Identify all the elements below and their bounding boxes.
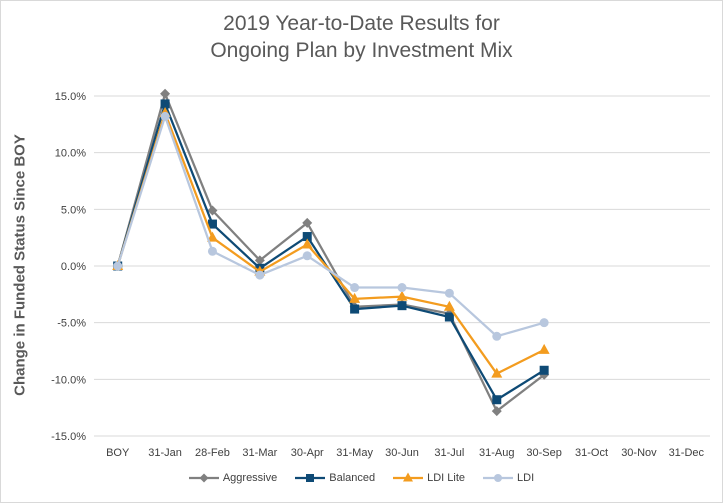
x-tick-label: 30-Sep [526, 447, 561, 459]
y-tick-label: -5.0% [57, 318, 86, 330]
y-tick-label: 15.0% [55, 91, 86, 103]
x-tick-label: 31-Oct [575, 447, 608, 459]
data-point-ldi-lite [301, 238, 313, 249]
data-point-ldi-lite [538, 343, 550, 354]
data-point-ldi-lite [443, 300, 455, 311]
data-point-ldi-lite [396, 290, 408, 301]
x-tick-label: 30-Jun [385, 447, 419, 459]
data-point-balanced [207, 219, 217, 229]
data-point-balanced [492, 395, 502, 405]
data-point-ldi [160, 111, 170, 121]
data-point-balanced [539, 365, 549, 375]
data-point-aggressive [302, 217, 313, 228]
x-tick-label: 31-Mar [242, 447, 277, 459]
x-tick-label: 30-Apr [291, 447, 324, 459]
legend-item-aggressive: Aggressive [188, 472, 278, 484]
x-tick-label: 31-Jan [148, 447, 182, 459]
y-tick-label: 10.0% [55, 148, 86, 160]
legend-label: LDI [517, 472, 535, 484]
legend-label: Balanced [329, 472, 376, 484]
chart-title-line-2: Ongoing Plan by Investment Mix [210, 39, 513, 62]
chart-title: 2019 Year-to-Date Results for Ongoing Pl… [0, 10, 723, 64]
data-point-balanced [397, 301, 407, 311]
y-tick-label: -15.0% [51, 431, 86, 443]
legend-swatch [295, 474, 326, 482]
legend-marker [494, 474, 503, 482]
legend-marker [403, 472, 414, 482]
x-tick-label: 28-Feb [195, 447, 230, 459]
data-point-ldi-lite [349, 292, 361, 303]
data-point-balanced [444, 312, 454, 322]
x-tick-label: 31-May [336, 447, 373, 459]
legend-swatch [393, 472, 424, 482]
legend-item-ldi: LDI [483, 472, 534, 484]
data-point-ldi [350, 283, 360, 293]
chart-title-line-1: 2019 Year-to-Date Results for [223, 12, 500, 35]
x-tick-label: 31-Aug [479, 447, 514, 459]
data-point-ldi [397, 283, 407, 293]
data-point-ldi-lite [206, 231, 218, 242]
data-point-ldi [444, 288, 454, 298]
y-tick-label: 5.0% [61, 204, 86, 216]
legend: Aggressive Balanced LDI Lite LDI [0, 472, 723, 484]
series-line-ldi-lite [116, 111, 545, 375]
legend-marker [199, 473, 209, 483]
data-point-balanced [160, 99, 170, 109]
data-point-aggressive [491, 406, 502, 417]
x-tick-label: 31-Jul [434, 447, 464, 459]
data-point-ldi [492, 331, 502, 341]
data-point-ldi [539, 318, 549, 328]
legend-swatch [483, 474, 514, 482]
data-point-ldi [302, 251, 312, 261]
legend-label: LDI Lite [427, 472, 466, 484]
x-tick-label: BOY [106, 447, 130, 459]
series-line-ldi [116, 115, 545, 338]
x-tick-label: 31-Dec [669, 447, 705, 459]
legend-item-balanced: Balanced [295, 472, 375, 484]
legend-label: Aggressive [222, 472, 278, 484]
data-point-ldi-lite [491, 367, 503, 378]
data-point-aggressive [254, 255, 265, 266]
data-point-aggressive [160, 88, 171, 99]
data-point-ldi [207, 246, 217, 256]
series-line-balanced [116, 102, 545, 401]
y-tick-label: 0.0% [61, 261, 86, 273]
legend-swatch [188, 473, 219, 483]
series-line-aggressive [116, 92, 545, 413]
legend-marker [306, 474, 315, 482]
legend-item-ldi-lite: LDI Lite [393, 472, 465, 484]
data-point-ldi [113, 261, 123, 271]
data-point-aggressive [207, 205, 218, 216]
y-tick-label: -10.0% [51, 374, 86, 386]
data-point-ldi [255, 270, 265, 280]
x-tick-label: 30-Nov [621, 447, 657, 459]
data-point-balanced [302, 232, 312, 242]
data-point-balanced [350, 304, 360, 314]
